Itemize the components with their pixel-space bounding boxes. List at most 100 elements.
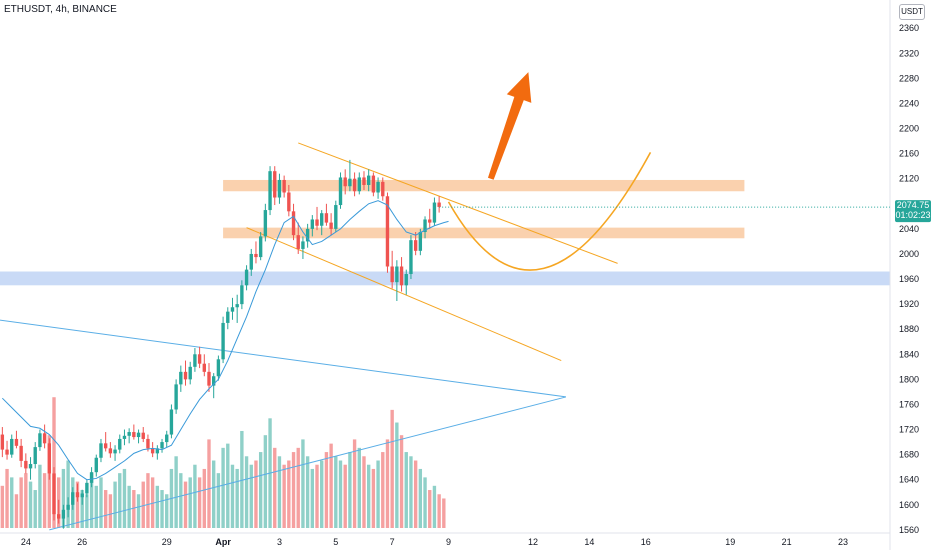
candle-body [254, 253, 258, 258]
candle-body [301, 241, 305, 249]
y-tick-label: 2200 [899, 124, 919, 134]
candle-body [348, 178, 352, 187]
currency-selector[interactable]: USDT [899, 4, 925, 20]
candle-body [352, 178, 357, 192]
candle-body [99, 443, 103, 458]
candle-body [437, 202, 441, 207]
candle-body [428, 219, 432, 223]
volume-bar [343, 464, 347, 528]
price-zone [0, 271, 890, 286]
candle-body [118, 438, 122, 450]
candle-body [371, 175, 376, 193]
volume-bar [174, 456, 178, 528]
volume-bar [141, 481, 145, 528]
y-tick-label: 2240 [899, 98, 919, 108]
volume-bar [28, 481, 33, 528]
volume-bar [183, 481, 188, 528]
candle-body [80, 493, 84, 498]
volume-bar [118, 473, 122, 528]
x-tick-label: 19 [725, 537, 735, 547]
volume-bar [103, 490, 108, 528]
candle-body [103, 443, 108, 449]
candle-body [329, 222, 333, 229]
candle-body [66, 504, 70, 510]
volume-bar [188, 477, 192, 528]
volume-bar [301, 439, 305, 528]
volume-bar [385, 439, 390, 528]
y-tick-label: 2320 [899, 48, 919, 58]
volume-bar [202, 468, 206, 528]
volume-bar [254, 460, 258, 528]
volume-bar [99, 477, 103, 528]
candle-body [207, 371, 211, 386]
candle-body [169, 409, 174, 435]
candle-body [413, 240, 418, 251]
candle-body [235, 304, 239, 308]
volume-bar [216, 473, 221, 528]
candle-body [202, 363, 206, 372]
candle-body [85, 482, 89, 494]
y-tick-label: 2280 [899, 73, 919, 83]
candlesticks [0, 159, 441, 529]
y-tick-label: 1800 [899, 374, 919, 384]
volume-bar [85, 494, 89, 528]
triangle-line [49, 396, 567, 531]
candle-body [160, 442, 164, 449]
candle-body [188, 366, 192, 380]
candle-body [221, 322, 225, 360]
volume-bar [122, 468, 127, 528]
candle-body [127, 432, 131, 436]
volume-bar [376, 460, 380, 528]
volume-bar [132, 490, 136, 528]
y-tick-label: 1560 [899, 525, 919, 535]
volume-bar [89, 473, 94, 528]
y-tick-label: 2120 [899, 174, 919, 184]
volume-bar [221, 447, 225, 528]
volume-bar [395, 422, 399, 528]
volume-bar [127, 485, 131, 528]
triangle-line [0, 319, 567, 398]
candle-body [324, 213, 329, 223]
candle-body [305, 228, 310, 242]
symbol-title: ETHUSDT, 4h, BINANCE [4, 4, 117, 15]
candle-body [399, 266, 404, 286]
price-zone [223, 179, 745, 192]
x-tick-label: 7 [390, 537, 395, 547]
candle-body [14, 438, 19, 446]
y-tick-label: 2000 [899, 249, 919, 259]
volume-bar [329, 443, 333, 528]
volume-bar [24, 473, 28, 528]
candle-body [366, 175, 371, 185]
candle-body [296, 235, 300, 249]
volume-bar [80, 490, 84, 528]
volume-bar [249, 464, 253, 528]
candle-body [226, 311, 230, 323]
candle-body [10, 438, 14, 455]
volume-bar [428, 490, 432, 528]
volume-bar [113, 481, 117, 528]
candle-body [381, 181, 385, 197]
candle-body [19, 445, 23, 461]
candle-body [395, 266, 399, 283]
volume-bar [42, 473, 47, 528]
ma-line [1, 200, 449, 481]
volume-bar [14, 494, 19, 528]
volume-bar [52, 397, 56, 528]
volume-bar [197, 477, 202, 528]
volume-bar [165, 494, 169, 528]
volume-bar [235, 468, 239, 528]
volume-bar [212, 460, 216, 528]
volume-bar [287, 460, 291, 528]
volume-bar [61, 468, 66, 528]
volume-bar [38, 464, 42, 528]
volume-bar [432, 485, 437, 528]
candle-body [258, 236, 263, 258]
projection-arrow [487, 72, 532, 180]
candle-body [155, 448, 160, 454]
volume-bar [108, 494, 113, 528]
candle-body [165, 434, 169, 443]
candle-body [146, 438, 150, 449]
x-tick-label: Apr [215, 537, 231, 547]
